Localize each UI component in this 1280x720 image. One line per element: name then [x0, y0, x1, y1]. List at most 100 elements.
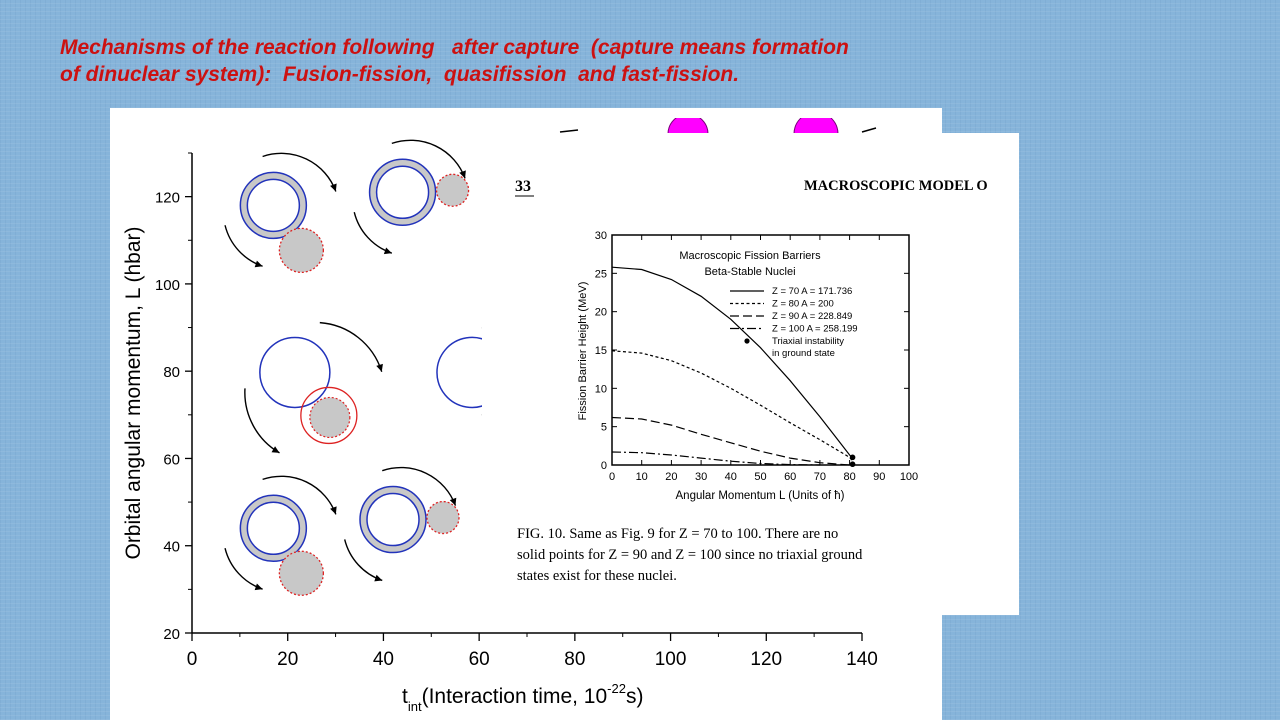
fragment [278, 227, 325, 274]
fission-barrier-plot: 0 10 20 30 40 50 60 70 80 90 100 0 5 10 15 20 25 30 Macro… [577, 230, 918, 502]
left-y-tick-label: 120 [155, 190, 180, 207]
left-y-tick-label: 40 [163, 539, 180, 556]
magenta-blob-1 [667, 118, 709, 135]
rotation-arrow-bottom-head [254, 583, 263, 591]
right-y-tick-label: 25 [595, 268, 607, 280]
left-x-tick-label: 40 [373, 649, 394, 670]
right-y-tick-label: 30 [595, 230, 607, 242]
dns-rotating-3 [224, 475, 337, 596]
rotation-arrow-top [319, 321, 383, 372]
right-y-tick-label: 5 [601, 422, 607, 434]
rotation-arrow-bottom-head [383, 247, 392, 255]
rotation-arrow-top [262, 152, 337, 192]
rotation-arrow-top-head [449, 497, 457, 506]
right-figure-panel: 33 MACROSCOPIC MODEL O 0 10 20 30 40 50 60 70 80… [482, 133, 1019, 615]
right-x-axis-label: Angular Momentum L (Units of ħ) [676, 490, 845, 502]
slide-title-line-1: Mechanisms of the reaction following aft… [60, 36, 849, 59]
dns-touching [244, 321, 383, 454]
right-x-tick-label: 90 [873, 471, 885, 483]
dns-illustrations [224, 139, 491, 596]
x-label-sup: -22 [607, 681, 626, 696]
rotation-arrow-top [382, 466, 457, 506]
page-number: 33 [515, 178, 531, 195]
rotation-arrow-bottom-head [271, 446, 280, 453]
right-x-tick-label: 40 [725, 471, 737, 483]
arrow-fragment-2 [861, 127, 877, 133]
arrow-fragment-1 [559, 129, 579, 133]
figure-caption-line-1: FIG. 10. Same as Fig. 9 for Z = 70 to 10… [517, 526, 838, 542]
rotation-arrow-bottom-head [374, 574, 383, 582]
series-line-3 [611, 451, 820, 466]
right-y-axis-label: Fission Barrier Height (MeV) [577, 282, 589, 421]
figure-caption-line-2: solid points for Z = 90 and Z = 100 sinc… [517, 547, 863, 563]
rotation-arrow-top [391, 139, 466, 179]
legend-entry-1: Z = 80 A = 200 [772, 299, 834, 310]
right-y-tick-label: 10 [595, 383, 607, 395]
legend-points-label-1: Triaxial instability [772, 336, 844, 347]
slide-title: Mechanisms of the reaction following aft… [60, 34, 1240, 88]
figure-caption-line-3: states exist for these nuclei. [517, 568, 677, 584]
left-x-tick-label: 20 [277, 649, 298, 670]
rotation-arrow-top-head [459, 170, 466, 179]
nucleus-core [246, 178, 301, 233]
right-x-tick-label: 10 [636, 471, 648, 483]
fragment-outline [300, 386, 358, 445]
right-y-tick-label: 15 [595, 345, 607, 357]
rotation-arrow-top-head [330, 183, 337, 192]
dns-rotating-4 [344, 466, 460, 582]
rotation-arrow-bottom [244, 388, 280, 454]
left-y-axis-label: Orbital angular momentum, L (hbar) [122, 226, 145, 559]
nucleus-core [366, 492, 420, 547]
left-x-tick-label: 100 [655, 649, 687, 670]
right-x-tick-label: 30 [695, 471, 707, 483]
magenta-blob-2 [793, 118, 839, 135]
x-label-sub: int [408, 699, 422, 714]
legend-points-label-2: in ground state [772, 348, 835, 359]
right-x-tick-label: 80 [843, 471, 855, 483]
legend-entry-3: Z = 100 A = 258.199 [772, 324, 858, 335]
right-x-tick-label: 0 [609, 471, 615, 483]
series-line-1 [611, 350, 854, 462]
fragment [309, 396, 351, 439]
series-line-0 [611, 266, 854, 459]
left-x-tick-label: 0 [187, 649, 198, 670]
right-x-tick-label: 100 [900, 471, 918, 483]
rotation-arrow-top [262, 475, 337, 515]
x-label-t: t [402, 685, 408, 708]
right-x-tick-label: 60 [784, 471, 796, 483]
series-line-2 [611, 416, 850, 466]
nucleus-core [375, 165, 430, 220]
fragment [278, 550, 325, 596]
plot-title-line-1: Macroscopic Fission Barriers [679, 250, 821, 262]
right-chart-points [849, 454, 856, 468]
fragment [435, 173, 470, 207]
triaxial-point [849, 461, 856, 468]
triaxial-point [849, 454, 856, 461]
left-x-tick-label: 120 [750, 649, 782, 670]
legend-entry-2: Z = 90 A = 228.849 [772, 311, 852, 322]
legend-entry-0: Z = 70 A = 171.736 [772, 286, 852, 297]
right-y-tick-label: 20 [595, 307, 607, 319]
nucleus-core [246, 501, 301, 556]
left-x-tick-label: 140 [846, 649, 878, 670]
legend-point-marker [744, 338, 750, 344]
dns-rotating-2 [353, 139, 470, 255]
x-label-end: s) [626, 685, 644, 708]
left-x-axis-label: tint(Interaction time, 10-22s) [402, 681, 643, 714]
right-chart-ticks: 0 10 20 30 40 50 60 70 80 90 100 0 5 10 15 20 25 30 [595, 230, 918, 483]
right-chart-series [611, 266, 854, 466]
left-x-tick-label: 80 [564, 649, 585, 670]
rotation-arrow-top-head [376, 363, 383, 372]
left-y-tick-label: 80 [163, 364, 180, 381]
x-label-rest: (Interaction time, 10 [422, 685, 608, 708]
rotation-arrow-bottom-head [254, 260, 263, 268]
nucleus-outline [259, 336, 331, 409]
right-x-tick-label: 70 [814, 471, 826, 483]
dns-rotating-1 [224, 152, 337, 274]
plot-title-line-2: Beta-Stable Nuclei [704, 266, 795, 278]
background-magenta-shapes [559, 118, 877, 135]
left-y-tick-label: 20 [163, 626, 180, 643]
left-y-tick-label: 100 [155, 277, 180, 294]
